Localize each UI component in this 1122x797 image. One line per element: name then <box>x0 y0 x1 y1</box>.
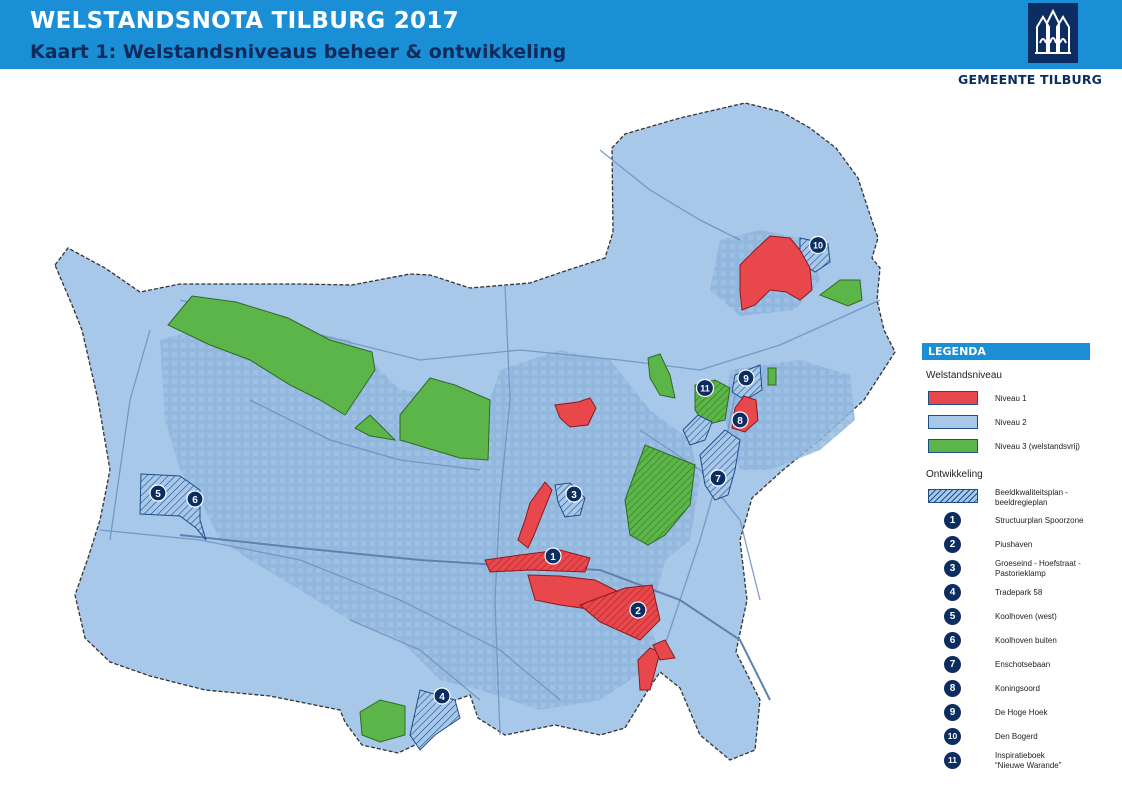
svg-text:8: 8 <box>737 416 743 427</box>
svg-text:6: 6 <box>192 495 198 506</box>
map-markers: 1 2 3 4 5 6 7 8 9 10 11 <box>149 235 828 705</box>
svg-text:9: 9 <box>743 374 749 385</box>
svg-text:2: 2 <box>635 606 641 617</box>
municipality-name: GEMEENTE TILBURG <box>958 72 1103 87</box>
svg-text:7: 7 <box>715 474 721 485</box>
legend-marker-7: 7 <box>944 656 961 673</box>
legend-marker-10: 10 <box>944 728 961 745</box>
header-bar: WELSTANDSNOTA TILBURG 2017 Kaart 1: Wels… <box>0 0 1122 69</box>
legend-marker-3: 3 <box>944 560 961 577</box>
map-marker-7[interactable]: 7 <box>709 469 727 487</box>
legend-project-10: Den Bogerd <box>995 732 1038 741</box>
legend-project-7: Enschotsebaan <box>995 660 1051 669</box>
svg-text:4: 4 <box>439 692 445 703</box>
legend-project-4: Tradepark 58 <box>995 588 1043 597</box>
legend-project-8: Koningsoord <box>995 684 1040 693</box>
map-marker-3[interactable]: 3 <box>565 485 583 503</box>
svg-text:1: 1 <box>550 552 556 563</box>
legend-project-5: Koolhoven (west) <box>995 612 1057 621</box>
map-marker-2[interactable]: 2 <box>629 601 647 619</box>
map-marker-11[interactable]: 11 <box>695 378 715 398</box>
legend-title: LEGENDA <box>922 343 1090 360</box>
legend-marker-2: 2 <box>944 536 961 553</box>
page-subtitle: Kaart 1: Welstandsniveaus beheer & ontwi… <box>30 41 567 63</box>
niveau1-areas <box>484 235 813 691</box>
legend-marker-11: 11 <box>944 752 961 769</box>
map-marker-10[interactable]: 10 <box>808 235 828 255</box>
legend-marker-1: 1 <box>944 512 961 529</box>
legend-marker-4: 4 <box>944 584 961 601</box>
legend-label-niveau1: Niveau 1 <box>995 394 1027 403</box>
legend-marker-5: 5 <box>944 608 961 625</box>
map-canvas: 1 2 3 4 5 6 7 8 9 10 11 <box>54 102 896 761</box>
legend-label-niveau3: Niveau 3 (welstandsvrij) <box>995 442 1080 451</box>
legend-label-niveau2: Niveau 2 <box>995 418 1027 427</box>
map-marker-9[interactable]: 9 <box>737 369 755 387</box>
map-marker-4[interactable]: 4 <box>433 687 451 705</box>
legend-label-hatched: Beeldkwaliteitsplan - beeldregieplan <box>995 488 1068 507</box>
legend-project-2: Piushaven <box>995 540 1033 549</box>
map-marker-8[interactable]: 8 <box>731 411 749 429</box>
legend-marker-6: 6 <box>944 632 961 649</box>
svg-text:10: 10 <box>813 241 823 251</box>
city-logo <box>1028 3 1078 63</box>
svg-text:5: 5 <box>155 489 161 500</box>
legend-heading-ontwikkeling: Ontwikkeling <box>926 469 983 480</box>
legend-project-11: Inspiratieboek “Nieuwe Warande” <box>995 751 1062 770</box>
svg-text:3: 3 <box>571 490 577 501</box>
legend-marker-8: 8 <box>944 680 961 697</box>
castle-logo-icon <box>1035 8 1071 54</box>
legend-project-3: Groeseind - Hoefstraat - Pastorieklamp <box>995 559 1081 578</box>
legend-project-6: Koolhoven buiten <box>995 636 1057 645</box>
page-title: WELSTANDSNOTA TILBURG 2017 <box>30 8 459 34</box>
legend-project-1: Structuurplan Spoorzone <box>995 516 1084 525</box>
legend-marker-9: 9 <box>944 704 961 721</box>
swatch-niveau1 <box>928 391 978 405</box>
niveau3-areas <box>167 279 863 743</box>
map-marker-6[interactable]: 6 <box>186 490 204 508</box>
svg-text:11: 11 <box>700 384 710 394</box>
legend-heading-welstandsniveau: Welstandsniveau <box>926 370 1002 381</box>
legend-project-9: De Hoge Hoek <box>995 708 1048 717</box>
map-marker-1[interactable]: 1 <box>544 547 562 565</box>
swatch-niveau3 <box>928 439 978 453</box>
map-marker-5[interactable]: 5 <box>149 484 167 502</box>
swatch-niveau2 <box>928 415 978 429</box>
swatch-hatched <box>928 489 978 503</box>
